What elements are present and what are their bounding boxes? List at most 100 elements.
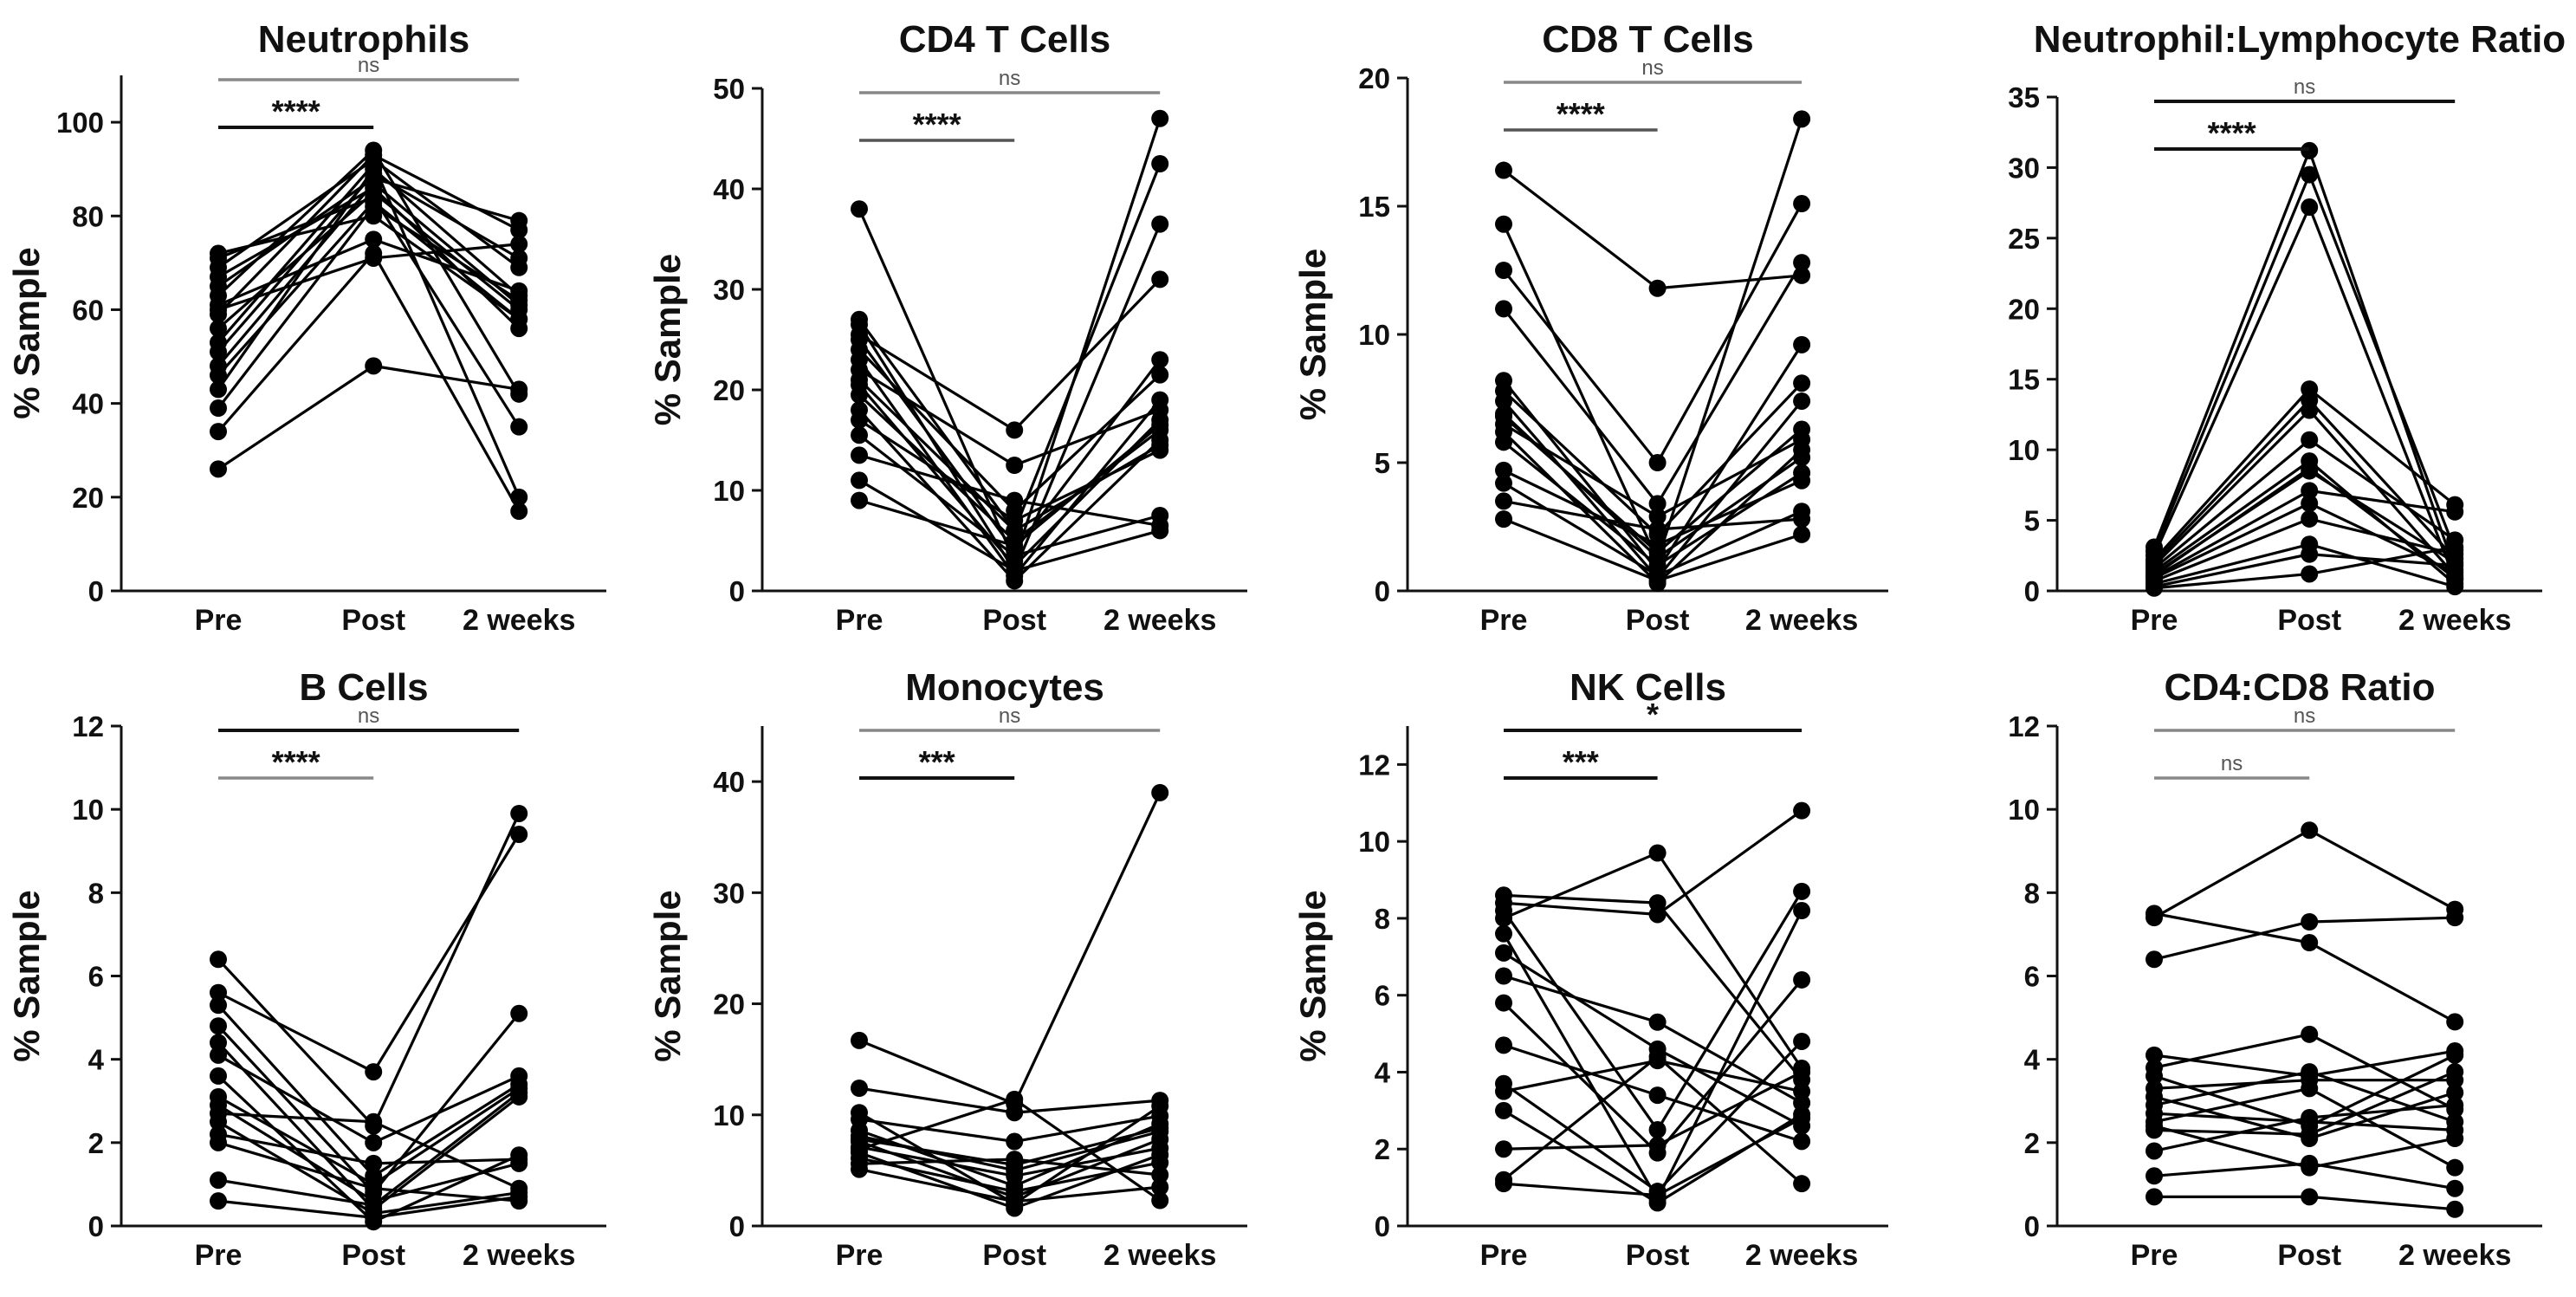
data-point xyxy=(1648,454,1667,471)
data-point xyxy=(851,1031,868,1049)
data-point xyxy=(2301,1125,2319,1144)
data-point xyxy=(1648,508,1667,526)
y-tick-label: 8 xyxy=(88,877,104,909)
data-point xyxy=(210,1192,227,1210)
data-point xyxy=(1495,924,1512,943)
data-point xyxy=(1495,392,1512,410)
data-point xyxy=(510,1188,528,1206)
data-point xyxy=(2301,401,2319,419)
data-point xyxy=(1793,801,1811,820)
data-point xyxy=(1648,535,1667,554)
y-tick-label: 10 xyxy=(713,475,745,507)
data-point xyxy=(1793,1132,1811,1151)
data-point xyxy=(1151,522,1169,540)
significance-label: *** xyxy=(919,744,955,780)
data-point xyxy=(365,1196,383,1214)
data-point xyxy=(1793,510,1811,529)
data-point xyxy=(851,371,868,389)
chart-panel-4: Neutrophil:Lymphocyte Ratio 0 5 10 15 20 25 30 3… xyxy=(2008,18,2566,637)
data-point xyxy=(2301,1063,2319,1081)
y-tick-label: 0 xyxy=(729,575,745,607)
chart-title: Monocytes xyxy=(905,666,1104,709)
chart-title: CD4 T Cells xyxy=(899,18,1111,61)
data-point xyxy=(2301,934,2319,952)
data-point xyxy=(1151,1191,1169,1209)
x-tick-label: Post xyxy=(1626,1239,1690,1272)
data-point xyxy=(1648,1047,1667,1066)
y-tick-label: 2 xyxy=(88,1127,104,1159)
series-line xyxy=(2153,911,2456,1023)
significance-label: **** xyxy=(1557,96,1605,132)
data-point xyxy=(1151,155,1169,172)
data-point xyxy=(210,1017,227,1035)
y-tick-label: 12 xyxy=(72,710,104,743)
y-tick-label: 35 xyxy=(2008,81,2040,113)
data-point xyxy=(2146,1188,2163,1206)
x-tick-label: Post xyxy=(341,1239,405,1272)
data-point xyxy=(1151,1178,1169,1196)
y-tick-label: 2 xyxy=(1375,1133,1390,1165)
y-tick-label: 4 xyxy=(88,1044,105,1076)
data-point xyxy=(1793,254,1811,272)
data-point xyxy=(2146,1167,2163,1185)
data-point xyxy=(1495,1175,1512,1193)
data-point xyxy=(1151,783,1169,801)
data-point xyxy=(510,804,528,822)
data-point xyxy=(851,426,868,444)
data-point xyxy=(510,258,528,276)
y-tick-label: 30 xyxy=(713,877,745,909)
x-tick-label: Post xyxy=(341,604,405,637)
data-point xyxy=(210,1034,227,1052)
data-point xyxy=(2301,1188,2319,1206)
data-point xyxy=(1495,474,1512,492)
y-tick-label: 40 xyxy=(713,766,745,798)
x-tick-label: 2 weeks xyxy=(463,1239,575,1272)
significance-label: **** xyxy=(272,744,320,780)
data-point xyxy=(510,488,528,506)
y-tick-label: 60 xyxy=(72,294,104,326)
data-point xyxy=(851,386,868,404)
x-tick-label: 2 weeks xyxy=(1745,604,1858,637)
data-point xyxy=(2446,1130,2464,1148)
y-tick-label: 5 xyxy=(2024,505,2040,537)
y-tick-label: 10 xyxy=(1358,319,1390,351)
data-point xyxy=(2446,1179,2464,1197)
x-tick-label: Post xyxy=(982,604,1046,637)
data-point xyxy=(1495,1082,1512,1100)
data-point xyxy=(510,1151,528,1169)
series-line xyxy=(1503,974,1803,1105)
chart-panel-6: Monocytes 0 10 20 30 40 Pre Post 2 weeks % Sample… xyxy=(647,666,1247,1272)
data-point xyxy=(510,1004,528,1022)
data-point xyxy=(1793,970,1811,989)
data-point xyxy=(2146,567,2163,585)
series-line xyxy=(858,278,1162,432)
series-points xyxy=(210,141,528,521)
x-tick-label: Post xyxy=(982,1239,1046,1272)
data-point xyxy=(1495,262,1512,279)
y-axis-label: % Sample xyxy=(6,890,47,1061)
data-point xyxy=(851,1130,868,1148)
data-point xyxy=(210,1046,227,1064)
data-point xyxy=(510,1067,528,1085)
data-point xyxy=(210,1133,227,1151)
data-point xyxy=(510,1084,528,1102)
data-point xyxy=(1006,1090,1024,1108)
data-point xyxy=(1151,109,1169,127)
data-point xyxy=(1495,161,1512,179)
y-tick-label: 20 xyxy=(713,374,745,406)
data-point xyxy=(1495,405,1512,423)
x-tick-label: 2 weeks xyxy=(2398,604,2511,637)
data-point xyxy=(1151,1166,1169,1184)
y-tick-label: 2 xyxy=(2024,1127,2040,1159)
series-line xyxy=(858,792,1162,1106)
data-point xyxy=(210,996,227,1015)
data-point xyxy=(2301,165,2319,184)
series-line xyxy=(1503,169,1803,290)
data-point xyxy=(1151,270,1169,289)
data-point xyxy=(1495,492,1512,510)
data-point xyxy=(510,385,528,403)
data-point xyxy=(365,207,383,225)
data-point xyxy=(2446,1200,2464,1218)
data-point xyxy=(2446,909,2464,927)
